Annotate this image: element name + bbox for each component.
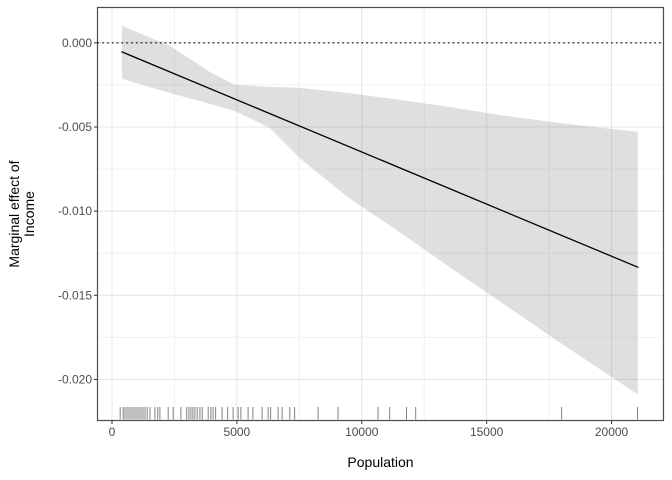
y-axis-tick-label: -0.010 [58, 204, 92, 218]
panel-border [96, 6, 665, 422]
y-axis-tick-label: 0.000 [62, 36, 92, 50]
marginal-effect-line [121, 51, 639, 268]
y-axis-tick-label: -0.005 [58, 120, 92, 134]
y-axis-tick-label: -0.015 [58, 288, 92, 302]
x-axis-title: Population [347, 454, 413, 470]
x-axis-tick-label: 10000 [345, 425, 379, 439]
y-axis-title-line: Marginal effect of [6, 160, 22, 267]
y-axis: 0.000 -0.005 -0.010 -0.015 -0.020 [58, 36, 98, 386]
y-axis-tick-label: -0.020 [58, 372, 92, 386]
rug-marks [119, 407, 638, 420]
minor-gridlines [97, 7, 664, 421]
y-axis-title-line: Income [21, 191, 37, 237]
x-axis-tick-label: 20000 [595, 425, 629, 439]
x-axis-tick-label: 15000 [470, 425, 504, 439]
major-gridlines [97, 7, 664, 421]
x-axis-tick-label: 5000 [224, 425, 251, 439]
x-axis: 0 5000 10000 15000 20000 [109, 420, 629, 439]
panel-background [97, 7, 664, 421]
y-axis-title: Marginal effect ofIncome [6, 160, 37, 267]
x-axis-tick-label: 0 [109, 425, 116, 439]
confidence-ribbon [122, 25, 638, 395]
